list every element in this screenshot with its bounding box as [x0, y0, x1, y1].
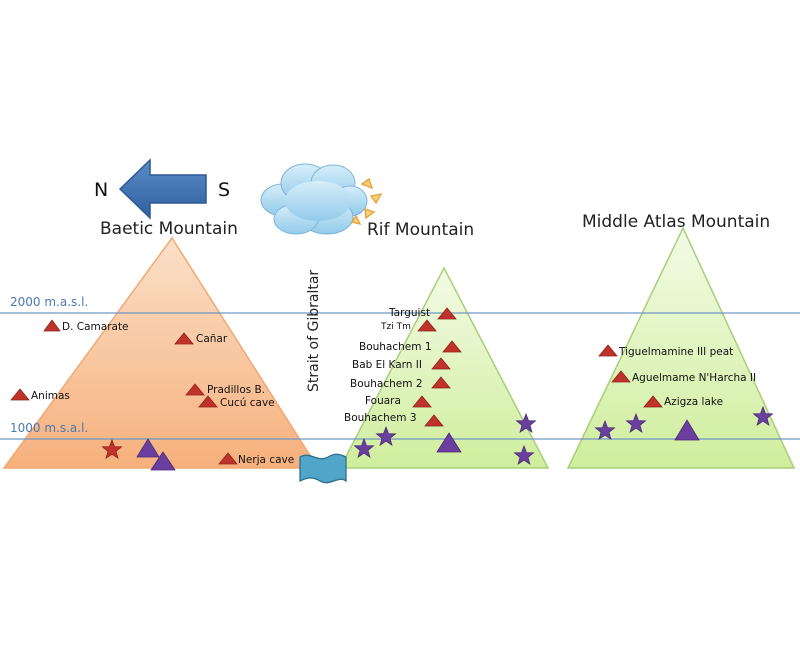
purple-triangle-baetic-2 [150, 451, 176, 471]
water-icon [299, 453, 347, 484]
sun-icon [350, 177, 383, 226]
star-rif-3-icon [515, 412, 537, 434]
south-label: S [218, 179, 230, 201]
star-atlas-2-icon [625, 412, 647, 434]
site-label-nerja: Nerja cave [238, 454, 294, 466]
atlas-title: Middle Atlas Mountain [582, 212, 770, 232]
north-arrow-icon [118, 158, 207, 220]
altitude-label-1000: 1000 m.s.a.l. [10, 421, 88, 435]
site-marker-camarate [43, 319, 61, 332]
site-marker-targuist [437, 307, 457, 320]
site-marker-animas [10, 388, 30, 401]
site-label-babelkarn: Bab El Karn II [352, 359, 422, 371]
site-marker-babelkarn [431, 357, 451, 370]
cloud-icon [260, 163, 368, 235]
site-label-cucu: Cucú cave [220, 397, 275, 409]
baetic-title: Baetic Mountain [100, 219, 238, 239]
site-label-fouara: Fouara [365, 395, 401, 407]
purple-triangle-atlas [674, 419, 700, 441]
site-marker-canar [174, 332, 194, 345]
site-marker-tzitm [417, 319, 437, 332]
site-marker-bouhachem1 [442, 340, 462, 353]
purple-triangle-baetic-1 [136, 438, 160, 458]
site-label-canar: Cañar [196, 333, 228, 345]
north-label: N [94, 179, 108, 201]
site-marker-pradillos [185, 383, 205, 396]
site-marker-nerja [218, 452, 238, 465]
altitude-label-2000: 2000 m.a.s.l. [10, 295, 88, 309]
site-label-camarate: D. Camarate [62, 321, 129, 333]
star-atlas-3-icon [752, 405, 774, 427]
site-label-bouhachem2: Bouhachem 2 [350, 378, 423, 390]
star-rif-1-icon [353, 437, 375, 459]
site-marker-azigza [643, 395, 663, 408]
site-marker-tiguelmamine [598, 344, 618, 357]
site-marker-cucu [198, 395, 218, 408]
site-label-aguelmame: Aguelmame N'Harcha II [632, 372, 756, 384]
site-label-targuist: Targuist [388, 307, 430, 319]
star-markers [101, 405, 774, 466]
rif-title: Rif Mountain [367, 220, 474, 240]
site-marker-bouhachem3 [424, 414, 444, 427]
strait-label: Strait of Gibraltar [306, 270, 322, 392]
star-atlas-1-icon [594, 419, 616, 441]
site-label-animas: Animas [31, 390, 70, 402]
site-label-azigza: Azigza lake [664, 396, 723, 408]
site-label-tiguelmamine: Tiguelmamine III peat [618, 346, 733, 358]
site-marker-fouara [412, 395, 432, 408]
site-label-bouhachem1: Bouhachem 1 [359, 341, 432, 353]
site-label-pradillos: Pradillos B. [207, 384, 265, 396]
site-label-tzitm: Tzi Tm [380, 322, 411, 332]
site-marker-aguelmame [611, 370, 631, 383]
purple-triangle-rif [436, 432, 462, 453]
site-marker-bouhachem2 [431, 376, 451, 389]
middle-atlas-mountain [566, 226, 796, 469]
star-rif-2-icon [375, 425, 397, 447]
site-label-bouhachem3: Bouhachem 3 [344, 412, 417, 424]
star-baetic-icon [101, 438, 123, 460]
star-rif-4-icon [513, 444, 535, 466]
